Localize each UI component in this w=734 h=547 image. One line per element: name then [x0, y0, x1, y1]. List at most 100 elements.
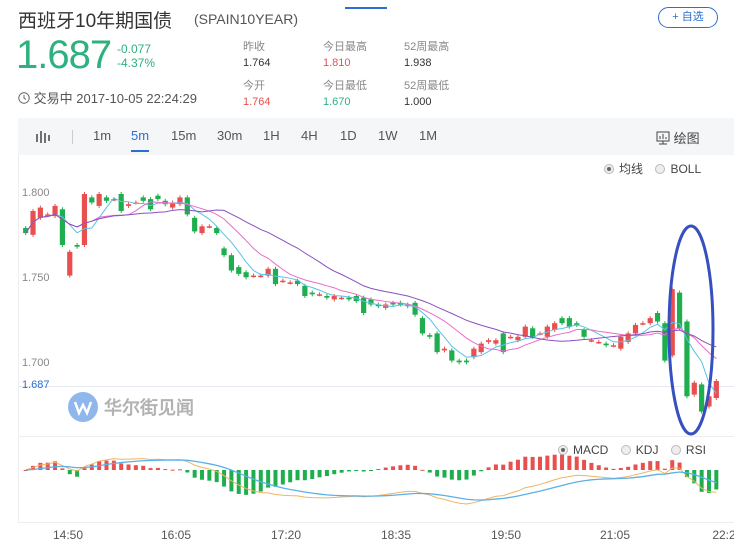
- last-price-label: 1.687: [22, 379, 50, 391]
- candle-body: [691, 382, 697, 395]
- candle-body: [610, 345, 617, 347]
- candle-body: [265, 268, 271, 276]
- instrument-code: (SPAIN10YEAR): [194, 11, 298, 27]
- y-tick: 1.700: [22, 357, 50, 369]
- macd-bar: [611, 468, 616, 470]
- macd-bar: [155, 467, 160, 470]
- draw-button[interactable]: 绘图: [656, 128, 700, 147]
- macd-bar: [589, 462, 594, 470]
- candle-body: [206, 226, 212, 228]
- macd-bar: [222, 470, 227, 487]
- candle-body: [618, 336, 624, 349]
- candle-body: [632, 324, 639, 334]
- stat-52w-high: 52周最高 1.938: [404, 38, 449, 69]
- macd-bar: [133, 465, 138, 470]
- macd-bar: [699, 470, 704, 492]
- candle-body: [706, 396, 712, 407]
- candle-body: [45, 214, 51, 216]
- macd-bar: [442, 470, 447, 478]
- macd-bar: [486, 467, 491, 470]
- macd-bar: [266, 470, 271, 488]
- change-value: -0.077: [117, 42, 152, 56]
- overlay-ma-radio[interactable]: 均线: [604, 160, 643, 177]
- candle-body: [588, 340, 595, 342]
- macd-bar: [324, 470, 329, 477]
- candle-body: [236, 267, 242, 274]
- candlestick-type-icon[interactable]: [35, 130, 51, 144]
- timeframe-1h[interactable]: 1H: [263, 128, 280, 143]
- macd-bar: [640, 462, 645, 470]
- candle-body: [214, 228, 220, 234]
- candle-body: [552, 323, 558, 330]
- macd-bar: [111, 460, 116, 470]
- current-price: 1.687: [16, 33, 112, 77]
- overlay-options: 均线 BOLL: [596, 160, 701, 179]
- radio-label: BOLL: [670, 161, 702, 176]
- candle-body: [530, 328, 536, 337]
- macd-bar: [339, 470, 344, 473]
- timeframe-1m-month[interactable]: 1M: [419, 128, 438, 143]
- macd-bar: [449, 470, 454, 480]
- candle-body: [280, 280, 286, 283]
- macd-bar: [413, 465, 418, 470]
- macd-bar: [523, 456, 528, 470]
- stat-value: 1.810: [323, 57, 351, 69]
- radio-label: MACD: [573, 443, 609, 457]
- candle-body: [713, 381, 719, 398]
- y-tick: 1.800: [22, 187, 50, 199]
- macd-bar: [295, 470, 300, 481]
- timeframe-1w[interactable]: 1W: [378, 128, 398, 143]
- macd-bar: [574, 456, 579, 470]
- candle-body: [654, 313, 661, 322]
- macd-bar: [633, 464, 638, 470]
- indicator-rsi-radio[interactable]: RSI: [670, 443, 706, 457]
- radio-label: 均线: [619, 162, 644, 176]
- wallstreetcn-logo-icon: [68, 392, 98, 422]
- candle-body: [228, 255, 234, 271]
- change-percent: -4.37%: [117, 56, 156, 70]
- macd-bar: [560, 454, 565, 470]
- timeframe-1d[interactable]: 1D: [340, 128, 357, 143]
- candle-body: [515, 336, 521, 341]
- candle-body: [493, 340, 499, 344]
- watermark-text: 华尔街见闻: [104, 398, 194, 419]
- timeframe-1m[interactable]: 1m: [93, 128, 112, 143]
- stat-52w-low: 52周最低 1.000: [404, 77, 449, 108]
- candle-body: [419, 318, 426, 334]
- macd-bar: [714, 470, 719, 490]
- stat-label: 今日最低: [323, 80, 367, 92]
- timeframe-15m[interactable]: 15m: [171, 128, 197, 143]
- timeframe-5m[interactable]: 5m: [131, 128, 150, 152]
- macd-bar: [302, 470, 307, 481]
- price-change: -0.077 -4.37%: [117, 42, 155, 70]
- indicator-macd-radio[interactable]: MACD: [558, 443, 608, 457]
- x-tick: 19:50: [490, 528, 522, 542]
- indicator-kdj-radio[interactable]: KDJ: [620, 443, 658, 457]
- x-tick: 22:2: [712, 528, 734, 542]
- macd-bar: [604, 467, 609, 470]
- x-tick: 17:20: [270, 528, 302, 542]
- macd-bar: [119, 463, 124, 470]
- macd-bar: [501, 464, 506, 470]
- macd-bar: [684, 470, 689, 478]
- macd-bar: [82, 468, 87, 470]
- candle-body: [67, 251, 73, 276]
- macd-bar: [251, 470, 256, 494]
- macd-bar: [369, 470, 373, 471]
- tab-indicator: [345, 7, 387, 9]
- candle-body: [111, 199, 117, 201]
- overlay-boll-radio[interactable]: BOLL: [655, 162, 701, 176]
- candle-body: [287, 282, 293, 284]
- macd-bar: [53, 461, 58, 470]
- candle-body: [155, 195, 161, 200]
- candle-body: [647, 318, 653, 324]
- add-favorite-button[interactable]: + 自选: [658, 7, 718, 28]
- macd-bar: [435, 470, 440, 477]
- candle-body: [478, 343, 484, 353]
- candle-body: [375, 304, 381, 307]
- timeframe-4h[interactable]: 4H: [301, 128, 318, 143]
- macd-bar: [280, 470, 285, 485]
- timeframe-30m[interactable]: 30m: [217, 128, 243, 143]
- macd-bar: [200, 470, 205, 480]
